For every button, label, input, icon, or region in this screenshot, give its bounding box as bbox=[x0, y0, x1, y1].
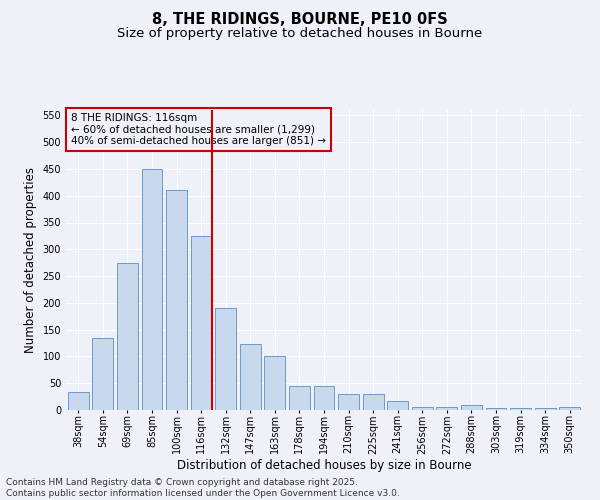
Bar bbox=[535, 408, 556, 410]
Text: 8 THE RIDINGS: 116sqm
← 60% of detached houses are smaller (1,299)
40% of semi-d: 8 THE RIDINGS: 116sqm ← 60% of detached … bbox=[71, 113, 326, 146]
Text: 8, THE RIDINGS, BOURNE, PE10 0FS: 8, THE RIDINGS, BOURNE, PE10 0FS bbox=[152, 12, 448, 28]
Bar bbox=[289, 386, 310, 410]
Bar bbox=[142, 169, 163, 410]
Bar bbox=[92, 338, 113, 410]
Bar bbox=[559, 407, 580, 410]
Bar bbox=[412, 407, 433, 410]
Bar bbox=[314, 386, 334, 410]
Bar bbox=[510, 408, 531, 410]
Bar bbox=[461, 405, 482, 410]
Bar bbox=[338, 394, 359, 410]
Bar bbox=[240, 344, 261, 410]
Bar bbox=[215, 308, 236, 410]
Bar bbox=[68, 392, 89, 410]
Bar bbox=[362, 394, 383, 410]
X-axis label: Distribution of detached houses by size in Bourne: Distribution of detached houses by size … bbox=[176, 459, 472, 472]
Bar bbox=[436, 407, 457, 410]
Bar bbox=[265, 356, 286, 410]
Text: Contains HM Land Registry data © Crown copyright and database right 2025.
Contai: Contains HM Land Registry data © Crown c… bbox=[6, 478, 400, 498]
Text: Size of property relative to detached houses in Bourne: Size of property relative to detached ho… bbox=[118, 28, 482, 40]
Bar bbox=[166, 190, 187, 410]
Bar bbox=[387, 402, 408, 410]
Bar bbox=[117, 262, 138, 410]
Bar bbox=[485, 408, 506, 410]
Y-axis label: Number of detached properties: Number of detached properties bbox=[24, 167, 37, 353]
Bar bbox=[191, 236, 212, 410]
